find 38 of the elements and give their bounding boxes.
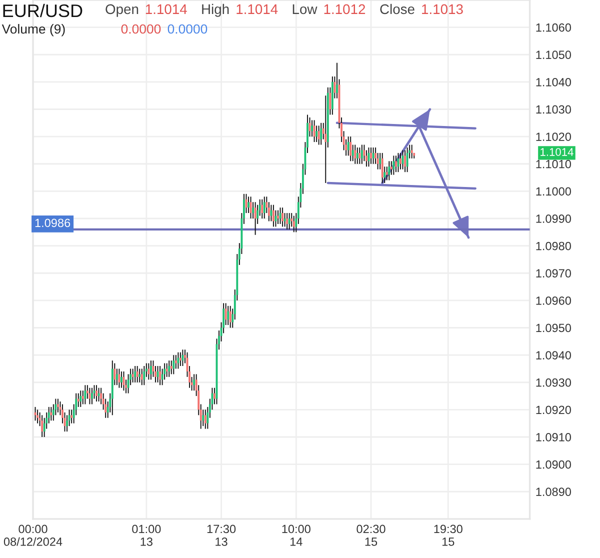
annotation: 0.0000 [168,24,208,34]
y-tick-label: 1.0920 [536,406,571,414]
y-tick-label: 1.0890 [536,488,571,496]
annotation: 0.0000 [121,24,161,34]
annotation: Volume (9) [2,24,65,36]
annotation: 1.1014 [146,4,187,14]
annotation: 1.1012 [324,4,366,14]
x-tick-label: 02:30 15 [356,524,386,546]
x-tick-label: 19:30 15 [434,524,462,546]
annotation: Close [380,4,414,14]
x-tick-label: 17:30 13 [207,524,236,546]
annotation: Low [292,4,318,14]
y-tick-label: 1.0940 [536,351,571,360]
y-tick-label: 1.0950 [536,324,571,332]
y-tick-label: 1.1040 [536,78,571,86]
y-tick-label: 1.1050 [536,50,571,60]
y-tick-label: 1.0910 [536,433,571,442]
ref-line-label: 1.0986 [35,218,70,228]
y-tick-label: 1.1020 [536,132,571,141]
y-tick-label: 1.0990 [536,214,571,223]
y-tick-label: 1.1030 [536,105,571,114]
y-tick-label: 1.1010 [536,160,571,168]
y-tick-label: 1.1000 [536,187,571,196]
x-tick-label: 00:00 08/12/2024 [4,524,62,546]
y-tick-label: 1.0980 [536,242,571,250]
y-tick-label: 1.0930 [536,378,571,387]
annotation: High [202,4,229,17]
annotation: Open [106,4,138,17]
chart-title: EUR/USD [3,4,82,18]
y-tick-label: 1.0900 [536,460,571,469]
annotation: 1.1013 [422,4,463,14]
annotation: 1.1014 [236,4,278,14]
text: 1.1014 [540,148,574,156]
y-tick-label: 1.1060 [536,23,571,32]
y-tick-label: 1.0960 [536,296,571,305]
x-tick-label: 10:00 14 [282,524,310,546]
y-tick-label: 1.0970 [536,269,571,278]
x-tick-label: 01:00 13 [132,524,161,546]
